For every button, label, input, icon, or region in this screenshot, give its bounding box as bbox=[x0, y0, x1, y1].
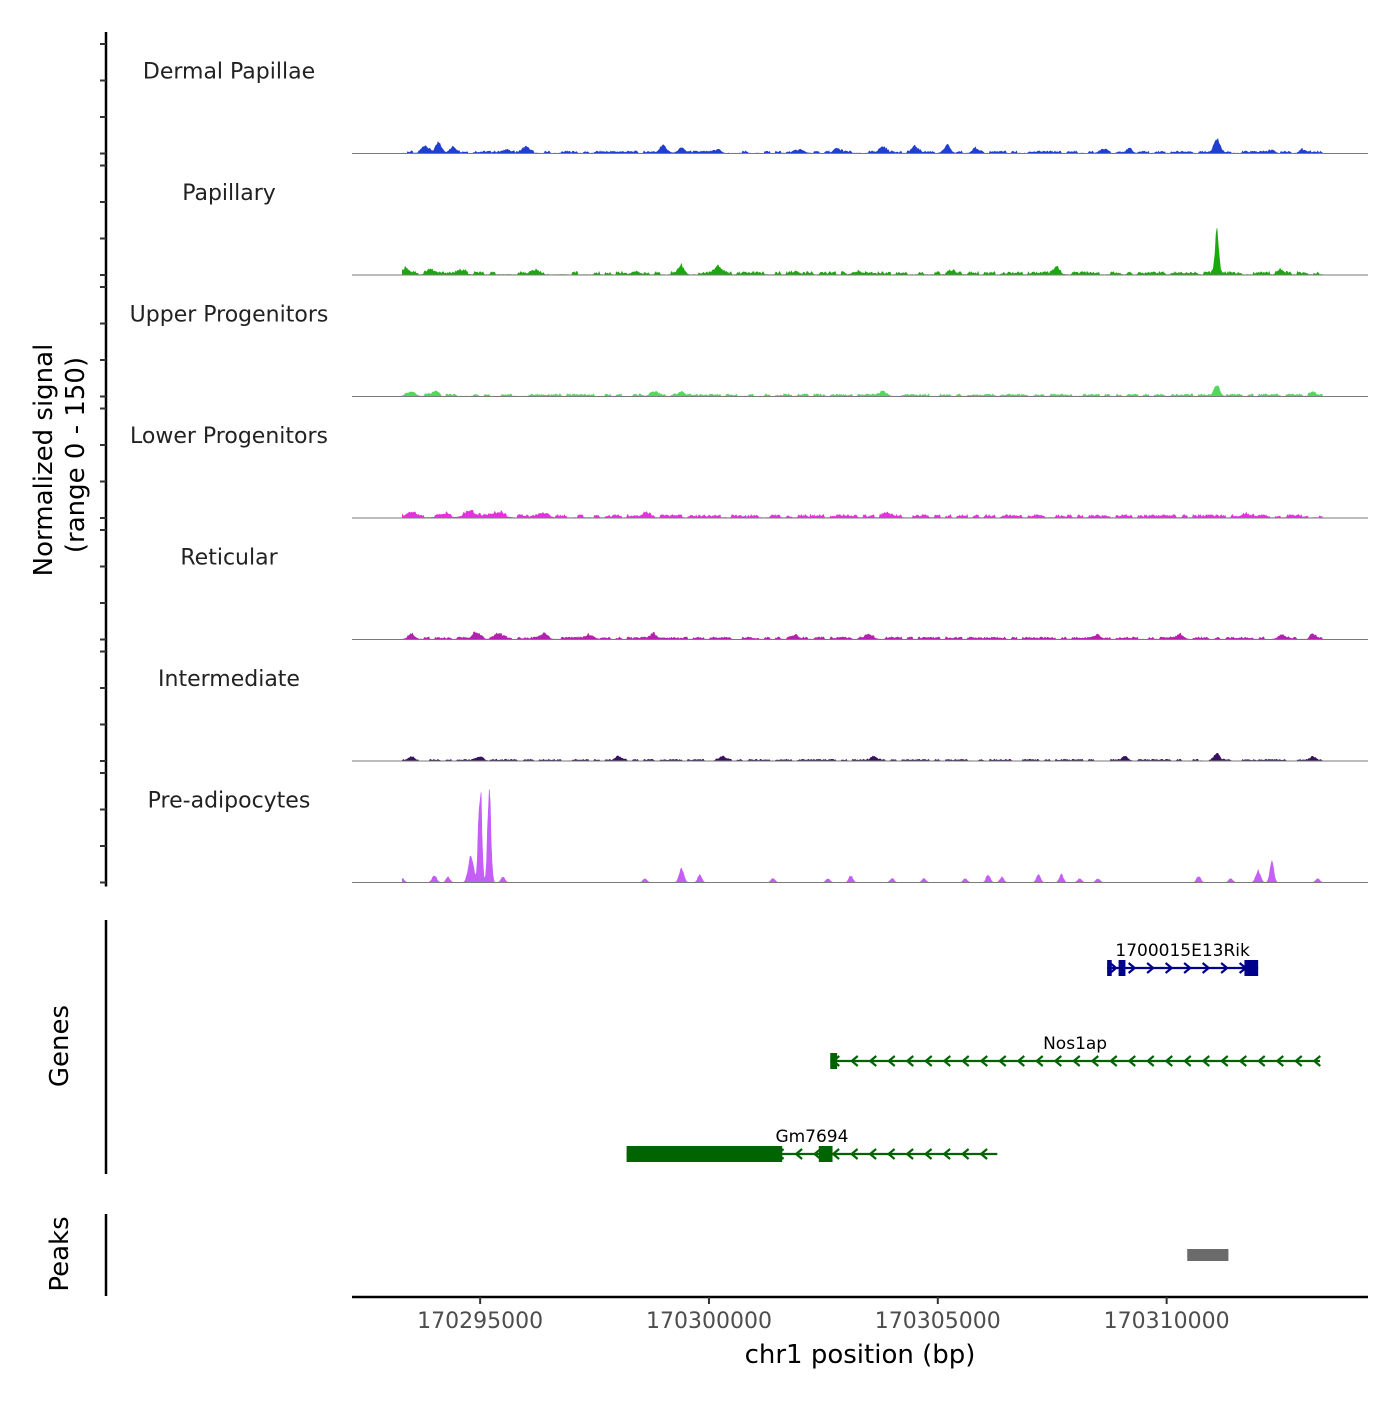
coverage-area-1 bbox=[402, 228, 1323, 276]
x-tick-label: 170305000 bbox=[875, 1309, 1001, 1334]
coverage-area-4 bbox=[402, 631, 1323, 640]
gene-label: Gm7694 bbox=[775, 1127, 848, 1147]
gene-strand-arrow bbox=[886, 1148, 896, 1160]
gene-strand-arrow bbox=[1146, 962, 1155, 974]
track-label: Reticular bbox=[180, 546, 278, 571]
coverage-area-5 bbox=[402, 752, 1323, 762]
coverage-panel: Dermal Papillae Papillary Upper Progenitor… bbox=[100, 32, 1368, 887]
x-axis: 170295000 170300000 170305000 170310000 bbox=[352, 1295, 1368, 1334]
gene-strand-arrow bbox=[1164, 962, 1174, 974]
gene-strand-arrow bbox=[812, 1148, 822, 1160]
gene-strand-arrow bbox=[1220, 962, 1229, 974]
gene-strand-arrow bbox=[1109, 962, 1118, 974]
track-label: Dermal Papillae bbox=[143, 60, 315, 85]
coverage-area-2 bbox=[402, 385, 1323, 397]
gene-strand-arrow bbox=[998, 1055, 1007, 1067]
gene-strand-arrow bbox=[1053, 1055, 1062, 1067]
gene-strand-arrow bbox=[942, 1148, 951, 1160]
gene-strand-arrow bbox=[868, 1055, 877, 1067]
x-tick-label: 170300000 bbox=[646, 1309, 772, 1334]
x-axis-title: chr1 position (bp) bbox=[745, 1340, 976, 1370]
gene-strand-arrow bbox=[887, 1055, 896, 1067]
y-axis-title-line1: Normalized signal bbox=[29, 344, 59, 577]
gene-strand-arrow bbox=[1035, 1055, 1044, 1067]
gene-exon bbox=[818, 1146, 833, 1162]
gene-strand-arrow bbox=[1164, 1055, 1173, 1067]
gene-strand-arrow bbox=[1201, 962, 1211, 974]
gene-strand-arrow bbox=[905, 1055, 914, 1067]
gene-strand-arrow bbox=[868, 1148, 877, 1160]
coverage-track-1: Papillary bbox=[182, 181, 1368, 276]
gene-strand-arrow bbox=[1109, 1055, 1118, 1067]
peak-region bbox=[1187, 1249, 1229, 1261]
track-label: Lower Progenitors bbox=[130, 424, 328, 449]
gene-strand-arrow bbox=[905, 1148, 914, 1160]
coverage-track-4: Reticular bbox=[180, 546, 1368, 640]
gene-strand-arrow bbox=[1201, 1055, 1210, 1067]
gene-strand-arrow bbox=[1016, 1055, 1025, 1067]
gene-strand-arrow bbox=[1275, 1055, 1284, 1067]
gene-strand-arrow bbox=[1238, 1055, 1247, 1067]
gene-2: Gm7694 bbox=[626, 1127, 998, 1162]
coverage-track-3: Lower Progenitors bbox=[130, 424, 1368, 519]
gene-exon bbox=[830, 1053, 838, 1069]
track-label: Upper Progenitors bbox=[130, 303, 329, 328]
genes-panel: 1700015E13Rik Nos1ap Gm7694 bbox=[104, 920, 1321, 1174]
peaks-axis-title: Peaks bbox=[45, 1216, 75, 1291]
gene-strand-arrow bbox=[831, 1148, 840, 1160]
peaks-panel bbox=[104, 1214, 1229, 1296]
gene-strand-arrow bbox=[1072, 1055, 1081, 1067]
gene-exon bbox=[1107, 960, 1112, 976]
gene-strand-arrow bbox=[850, 1055, 859, 1067]
genes-axis-title: Genes bbox=[45, 1005, 75, 1087]
gene-strand-arrow bbox=[1312, 1055, 1321, 1067]
coverage-track-0: Dermal Papillae bbox=[143, 60, 1368, 154]
gene-strand-arrow bbox=[1146, 1055, 1155, 1067]
gene-strand-arrow bbox=[1220, 1055, 1229, 1067]
track-label: Papillary bbox=[182, 181, 276, 206]
gene-exon bbox=[1118, 960, 1126, 976]
x-tick-label: 170295000 bbox=[417, 1309, 543, 1334]
gene-strand-arrow bbox=[923, 1148, 933, 1160]
gene-strand-arrow bbox=[979, 1055, 988, 1067]
coverage-area-6 bbox=[402, 789, 1323, 883]
gene-exon bbox=[626, 1146, 783, 1162]
coverage-track-6: Pre-adipocytes bbox=[148, 789, 1368, 883]
coverage-track-2: Upper Progenitors bbox=[130, 303, 1368, 397]
gene-strand-arrow bbox=[942, 1055, 951, 1067]
gene-strand-arrow bbox=[1294, 1055, 1303, 1067]
gene-strand-arrow bbox=[1183, 962, 1192, 974]
gene-strand-arrow bbox=[960, 1148, 970, 1160]
gene-exon bbox=[1244, 960, 1259, 976]
track-label: Pre-adipocytes bbox=[148, 789, 311, 814]
gene-strand-arrow bbox=[924, 1055, 933, 1067]
gene-strand-arrow bbox=[849, 1148, 859, 1160]
gene-0: 1700015E13Rik bbox=[1107, 941, 1259, 976]
x-tick-label: 170310000 bbox=[1104, 1309, 1230, 1334]
track-label: Intermediate bbox=[158, 667, 300, 692]
gene-strand-arrow bbox=[1257, 1055, 1266, 1067]
gene-strand-arrow bbox=[979, 1148, 988, 1160]
coverage-area-3 bbox=[402, 509, 1323, 519]
gene-strand-arrow bbox=[1090, 1055, 1099, 1067]
gene-strand-arrow bbox=[961, 1055, 970, 1067]
gene-strand-arrow bbox=[794, 1148, 803, 1160]
gene-strand-arrow bbox=[1183, 1055, 1192, 1067]
gene-label: Nos1ap bbox=[1043, 1034, 1107, 1054]
gene-strand-arrow bbox=[1127, 1055, 1136, 1067]
coverage-area-0 bbox=[402, 138, 1323, 154]
gene-label: 1700015E13Rik bbox=[1115, 941, 1250, 961]
gene-1: Nos1ap bbox=[830, 1034, 1321, 1069]
coverage-track-5: Intermediate bbox=[158, 667, 1368, 762]
gene-strand-arrow bbox=[1127, 962, 1137, 974]
y-axis-title-line2: (range 0 - 150) bbox=[61, 357, 91, 553]
